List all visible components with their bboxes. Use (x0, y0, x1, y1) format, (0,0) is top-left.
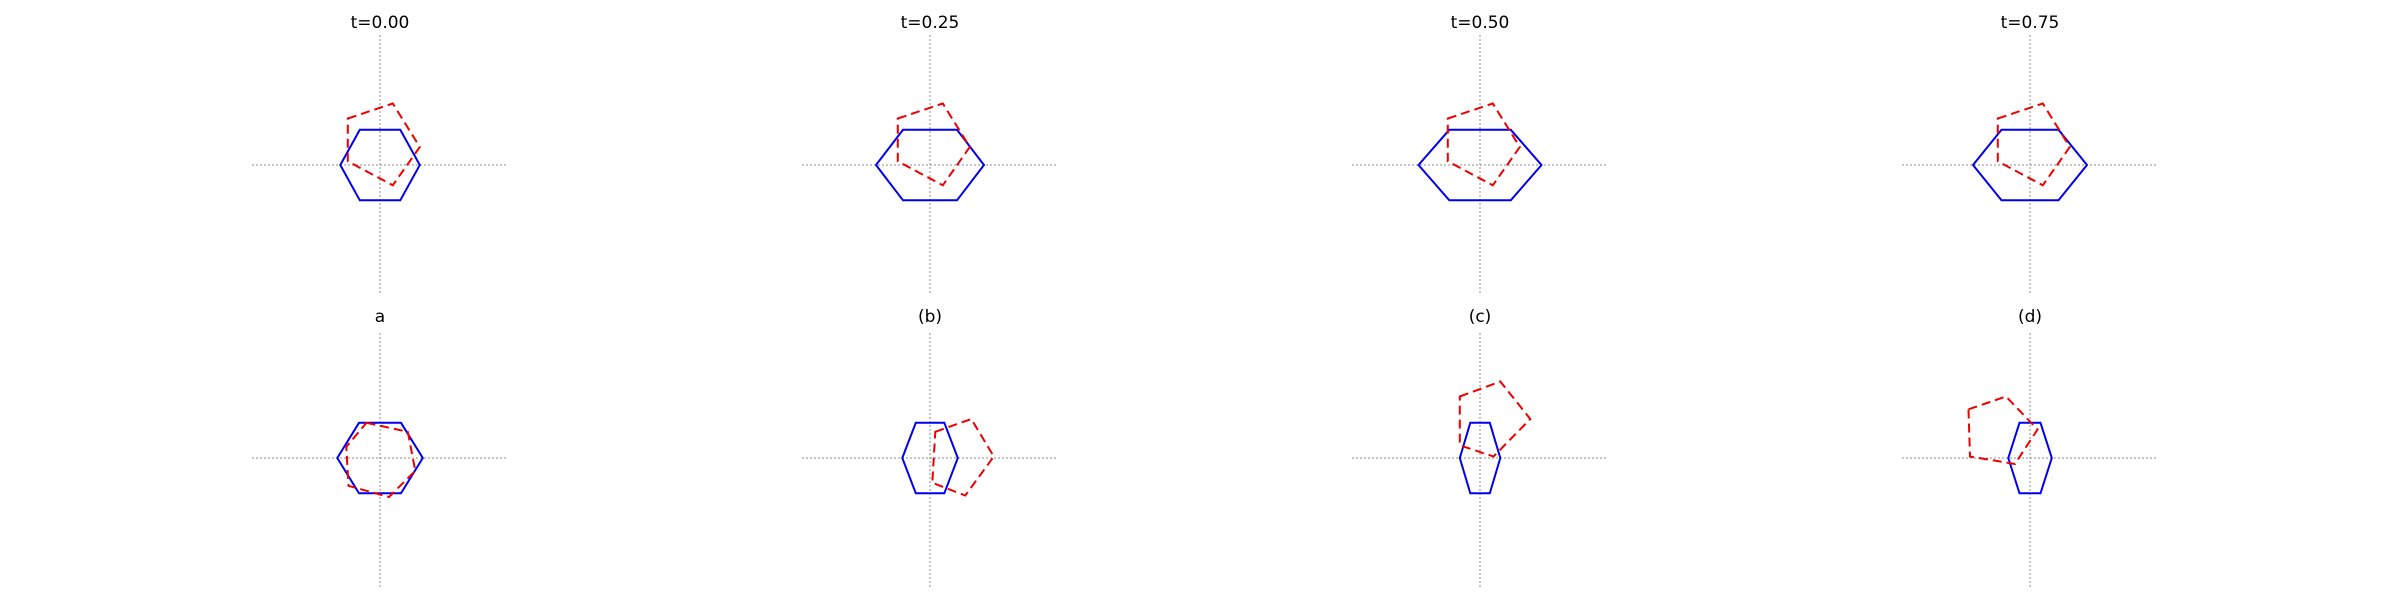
panel-title: (d) (2018, 307, 2042, 327)
panel-title: (c) (1469, 307, 1492, 327)
panel-title: a (375, 307, 385, 327)
panel-title: t=0.00 (351, 13, 410, 33)
dashed-polygon (345, 421, 417, 499)
panel-title: (b) (918, 307, 942, 327)
panel-1: t=0.00 (252, 13, 508, 295)
panel-5: a (252, 307, 508, 588)
solid-hexagon (1971, 128, 2089, 202)
dashed-polygon (1967, 395, 2039, 466)
dashed-polygon (346, 102, 421, 187)
panel-title: t=0.75 (2001, 13, 2060, 33)
dashed-polygon (896, 102, 971, 187)
solid-hexagon (339, 128, 421, 202)
solid-hexagon (1458, 421, 1502, 495)
panel-2: t=0.25 (802, 13, 1058, 295)
dashed-polygon (1446, 102, 1521, 187)
solid-hexagon (1417, 128, 1543, 202)
panel-title: t=0.50 (1451, 13, 1510, 33)
panel-title: t=0.25 (901, 13, 960, 33)
solid-hexagon (336, 421, 424, 495)
dashed-polygon (931, 417, 995, 497)
solid-hexagon (874, 128, 986, 202)
dashed-polygon (1996, 102, 2071, 187)
solid-hexagon (2007, 421, 2053, 495)
solid-hexagon (901, 421, 959, 495)
panel-6: (b) (802, 307, 1058, 588)
panels-grid: t=0.00 t=0.25 t=0.50 t=0.75 a (b) (c) (d) (252, 13, 2158, 588)
panel-7: (c) (1352, 307, 1608, 588)
dashed-polygon (1458, 380, 1532, 458)
panel-8: (d) (1902, 307, 2158, 588)
panel-4: t=0.75 (1902, 13, 2158, 295)
panel-3: t=0.50 (1352, 13, 1608, 295)
